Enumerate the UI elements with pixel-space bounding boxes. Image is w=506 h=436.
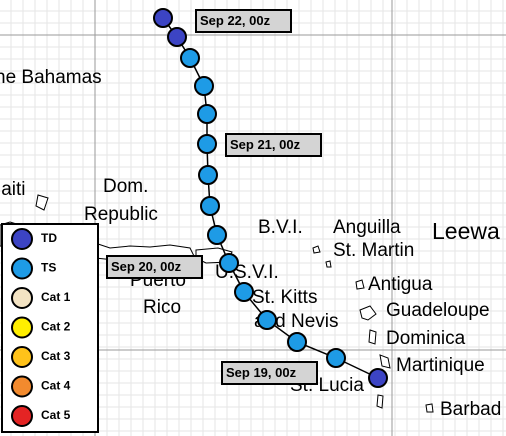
date-label: Sep 19, 00z	[226, 365, 297, 380]
track-point	[180, 48, 200, 68]
track-point	[198, 165, 218, 185]
anguilla-shape	[312, 245, 321, 254]
legend-swatch	[11, 228, 33, 250]
place-label: Anguilla	[333, 217, 401, 238]
track-point	[200, 196, 220, 216]
track-point	[326, 348, 346, 368]
legend-swatch	[11, 405, 33, 427]
legend-swatch	[11, 346, 33, 368]
track-point	[287, 332, 307, 352]
place-label: laiti	[0, 179, 26, 200]
legend-label: Cat 2	[41, 320, 71, 334]
date-label: Sep 22, 00z	[200, 13, 271, 28]
track-point	[197, 104, 217, 124]
barbados-shape	[425, 403, 434, 413]
place-label: Dom.	[103, 176, 148, 197]
legend-swatch	[11, 316, 33, 339]
date-box	[221, 361, 318, 385]
track-point	[194, 76, 214, 96]
legend-swatch	[11, 257, 33, 280]
track-points	[153, 8, 388, 388]
place-label: St. Martin	[333, 240, 414, 261]
place-label: Leewa	[432, 218, 500, 244]
place-label: Rico	[143, 297, 181, 318]
place-label: Dominica	[386, 328, 466, 349]
legend-label: Cat 3	[41, 349, 71, 363]
place-label: Guadeloupe	[386, 300, 490, 321]
legend-label: Cat 1	[41, 290, 71, 304]
track-point	[153, 8, 173, 28]
place-label: B.V.I.	[258, 217, 303, 238]
place-label: Antigua	[368, 274, 433, 295]
legend-label: Cat 5	[41, 408, 71, 422]
place-label: St. Kitts	[252, 287, 317, 308]
islet	[325, 260, 332, 268]
legend-swatch	[11, 287, 33, 309]
place-label: Barbad	[440, 399, 501, 420]
legend-swatch	[11, 375, 33, 398]
martinique-shape	[379, 354, 391, 369]
legend-label: TS	[41, 261, 56, 275]
st-lucia-shape	[376, 394, 384, 409]
guadeloupe-shape	[359, 305, 377, 321]
track-point	[234, 282, 254, 302]
date-labels: Sep 22, 00z Sep 21, 00z Sep 20, 00z Sep 19,…	[106, 9, 322, 385]
place-label: he Bahamas	[0, 67, 102, 88]
track-point	[197, 134, 217, 154]
track-point	[219, 253, 239, 273]
place-label: Republic	[84, 204, 158, 225]
date-box	[225, 133, 322, 157]
track-point	[207, 225, 227, 245]
legend-label: TD	[41, 231, 57, 245]
track-point	[257, 310, 277, 330]
date-box	[195, 9, 292, 33]
track-point	[167, 27, 187, 47]
legend-label: Cat 4	[41, 379, 71, 393]
date-label: Sep 20, 00z	[111, 259, 182, 274]
track-point	[368, 368, 388, 388]
date-box	[106, 255, 203, 279]
place-label: Martinique	[396, 355, 485, 376]
antigua-shape	[355, 279, 365, 290]
dominica-shape	[368, 329, 377, 345]
islet	[35, 194, 49, 211]
date-label: Sep 21, 00z	[230, 137, 301, 152]
legend: TD TS Cat 1 Cat 2 Cat 3 Cat 4 Cat 5	[1, 223, 99, 433]
